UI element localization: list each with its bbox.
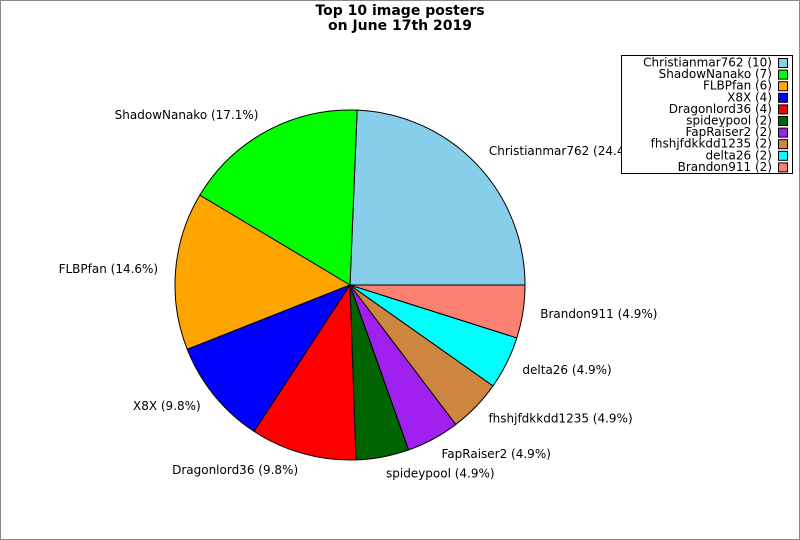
- legend-swatch: [778, 81, 788, 92]
- pie-slice: [199, 109, 358, 286]
- legend-swatch: [778, 162, 788, 173]
- pie-slice: [253, 283, 357, 461]
- slice-label: ShadowNanako (17.1%): [115, 108, 259, 122]
- chart-subtitle: on June 17th 2019: [328, 18, 472, 34]
- legend-label: ShadowNanako (7): [659, 67, 772, 81]
- legend-label: spideypool (2): [686, 114, 772, 128]
- pie-slice: [174, 194, 352, 350]
- legend-label: Dragonlord36 (4): [669, 102, 772, 116]
- slice-label: Christianmar762 (24.4%): [489, 144, 641, 158]
- pie-slice: [349, 284, 526, 339]
- legend-box: [621, 55, 793, 174]
- legend-swatch: [778, 69, 788, 80]
- slice-label: FLBPfan (14.6%): [59, 262, 159, 276]
- slice-label: delta26 (4.9%): [522, 363, 611, 377]
- legend-swatch: [778, 150, 788, 161]
- slice-label: fhshjfdkkdd1235 (4.9%): [488, 411, 632, 425]
- legend-swatch: [778, 116, 788, 126]
- legend-swatch: [778, 92, 788, 103]
- legend-swatch: [778, 104, 788, 115]
- legend-swatch: [778, 127, 788, 138]
- slice-label: Dragonlord36 (9.8%): [172, 463, 298, 477]
- chart-title: Top 10 image posters: [315, 3, 484, 19]
- legend-swatch: [778, 58, 788, 68]
- legend-label: Brandon911 (2): [678, 160, 772, 174]
- legend-label: Christianmar762 (10): [643, 56, 772, 70]
- pie-slice: [186, 283, 352, 433]
- legend-label: X8X (4): [727, 90, 772, 104]
- slice-label: X8X (9.8%): [133, 399, 201, 413]
- slice-label: Brandon911 (4.9%): [540, 307, 657, 321]
- pie-slice: [349, 109, 526, 286]
- slice-label: FapRaiser2 (4.9%): [442, 447, 551, 461]
- legend-label: FapRaiser2 (2): [685, 125, 772, 139]
- legend-label: fhshjfdkkdd1235 (2): [651, 137, 772, 151]
- slice-label: spideypool (4.9%): [386, 467, 495, 481]
- legend-label: FLBPfan (6): [703, 79, 772, 93]
- legend-label: delta26 (2): [706, 148, 772, 162]
- legend-swatch: [778, 139, 788, 150]
